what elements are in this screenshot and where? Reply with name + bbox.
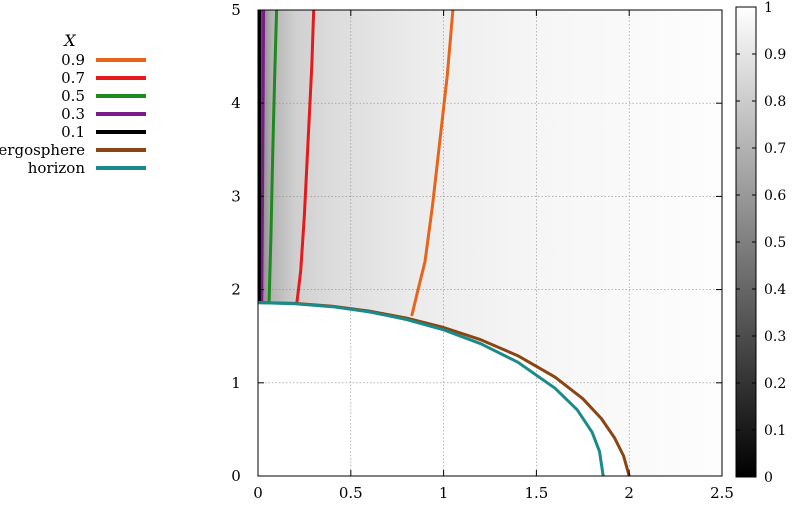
x-tick-label: 2 [624, 484, 634, 502]
legend-label-0.1: 0.1 [61, 123, 85, 141]
x-tick-label: 2.5 [710, 484, 734, 502]
x-tick-label: 0 [253, 484, 263, 502]
legend-label-0.9: 0.9 [61, 51, 85, 69]
colorbar-tick-label: 0.7 [764, 141, 786, 157]
series-line-0.3 [260, 10, 266, 303]
legend-label-horizon: horizon [28, 159, 86, 177]
y-tick-label: 5 [231, 1, 241, 19]
colorbar-tick-label: 0.6 [764, 188, 786, 204]
plot-frame [257, 9, 723, 477]
series-line-0.5 [267, 10, 279, 303]
colorbar-tick-label: 0.8 [764, 94, 786, 110]
x-tick-label: 0.5 [339, 484, 363, 502]
colorbar-tick-label: 0.2 [764, 376, 786, 392]
plot-area [258, 10, 722, 476]
y-tick-label: 1 [231, 374, 241, 392]
legend-label-ergosphere: ergosphere [0, 141, 85, 159]
y-tick-label: 2 [231, 281, 241, 299]
y-tick-label: 4 [231, 94, 241, 112]
colorbar-tick-label: 0.1 [764, 423, 786, 439]
legend-label-0.5: 0.5 [61, 87, 85, 105]
axes: 0 0.5 1 1.5 2 2.5 0 1 2 3 4 5 [231, 1, 734, 502]
legend-title: X [62, 31, 76, 50]
y-tick-label: 3 [231, 187, 241, 205]
colorbar-tick-label: 0.5 [764, 235, 786, 251]
series-line-0.9 [410, 10, 455, 317]
colorbar-tick-label: 0.4 [764, 282, 786, 298]
series-line-horizon [258, 301, 605, 476]
colorbar-tick-label: 0.3 [764, 329, 786, 345]
colorbar-tick-label: 0.9 [764, 47, 786, 63]
legend-label-0.3: 0.3 [61, 105, 85, 123]
colorbar: 0 0.1 0.2 0.3 0.4 0.5 0.6 0.7 0.8 0.9 1 [735, 0, 786, 486]
y-tick-label: 0 [231, 467, 241, 485]
series-line-0.1 [258, 10, 262, 303]
series-group [258, 10, 631, 476]
x-tick-label: 1 [439, 484, 449, 502]
legend-label-0.7: 0.7 [61, 69, 85, 87]
colorbar-tick-label: 1 [764, 0, 773, 16]
series-line-0.7 [295, 10, 316, 304]
x-tick-label: 1.5 [524, 484, 548, 502]
colorbar-tick-label: 0 [764, 470, 773, 486]
